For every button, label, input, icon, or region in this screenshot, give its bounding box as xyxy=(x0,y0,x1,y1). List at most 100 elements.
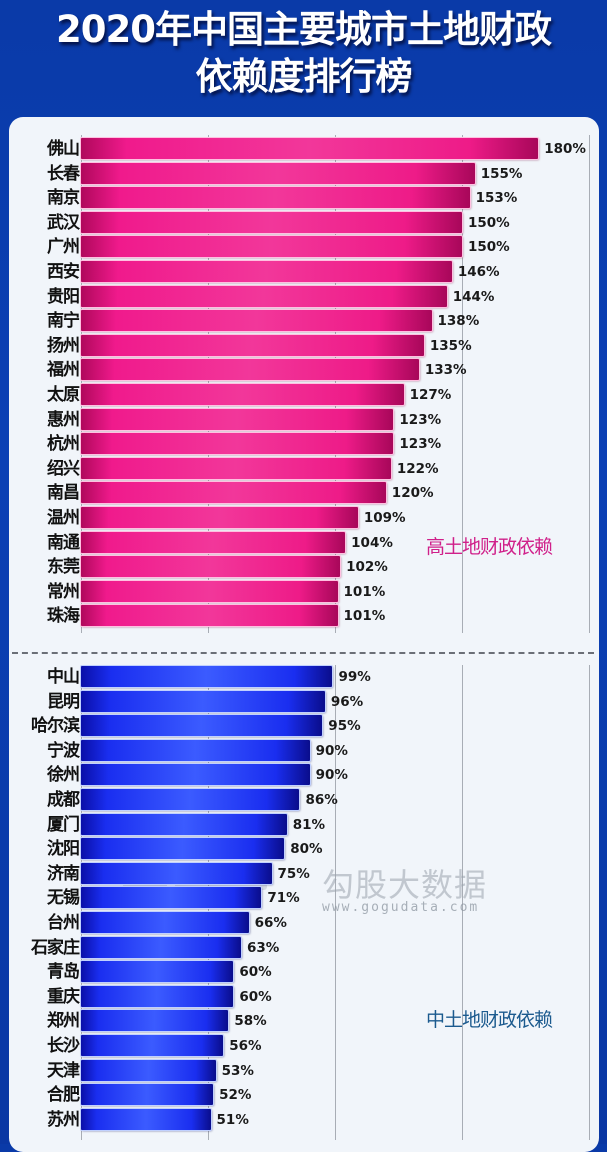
value-label: 80% xyxy=(290,841,323,858)
city-label: 宁波 xyxy=(47,740,80,761)
bar-row: 中山 99% xyxy=(0,665,607,689)
city-label: 南昌 xyxy=(47,483,80,504)
bar xyxy=(81,482,386,504)
bar xyxy=(81,236,462,258)
bar-row: 西安 146% xyxy=(0,260,607,284)
bar-row: 常州 101% xyxy=(0,580,607,604)
value-label: 123% xyxy=(399,411,442,428)
bar xyxy=(81,507,358,528)
bar xyxy=(81,739,310,761)
bar-row: 苏州 51% xyxy=(0,1108,607,1132)
section-divider xyxy=(12,652,594,654)
city-label: 太原 xyxy=(47,385,80,405)
value-label: 109% xyxy=(363,510,406,526)
city-label: 中山 xyxy=(47,667,80,687)
bar-row: 厦门 81% xyxy=(0,813,607,837)
bar-row: 广州 150% xyxy=(0,235,607,259)
bar-row: 绍兴 122% xyxy=(0,457,607,481)
value-label: 101% xyxy=(343,583,386,600)
gridline xyxy=(589,135,590,633)
city-label: 长沙 xyxy=(47,1036,80,1056)
watermark-url: www.gogudata.com xyxy=(322,900,480,915)
value-label: 135% xyxy=(429,337,472,354)
bar xyxy=(81,1108,211,1130)
bar xyxy=(81,862,272,884)
bar-row: 成都 86% xyxy=(0,788,607,812)
value-label: 81% xyxy=(292,816,326,833)
bar xyxy=(81,285,447,307)
value-label: 99% xyxy=(338,669,371,685)
bar-row: 无锡 71% xyxy=(0,886,607,910)
bar xyxy=(81,887,262,909)
bar-row: 青岛 60% xyxy=(0,960,607,984)
bar xyxy=(81,408,394,430)
value-label: 153% xyxy=(475,190,518,207)
value-label: 71% xyxy=(267,890,300,907)
bar-row: 东莞 102% xyxy=(0,555,607,579)
value-label: 180% xyxy=(544,141,586,157)
value-label: 127% xyxy=(409,387,452,403)
bar-row: 贵阳 144% xyxy=(0,285,607,309)
bar xyxy=(81,334,424,356)
bar xyxy=(81,359,419,381)
city-label: 青岛 xyxy=(47,962,80,983)
bar xyxy=(81,162,475,184)
city-label: 哈尔滨 xyxy=(31,716,80,737)
value-label: 52% xyxy=(219,1087,252,1104)
city-label: 贵阳 xyxy=(47,286,80,307)
bar xyxy=(81,261,452,282)
value-label: 102% xyxy=(346,559,388,576)
value-label: 75% xyxy=(277,865,310,882)
city-label: 绍兴 xyxy=(47,458,80,479)
bar xyxy=(81,1084,214,1106)
value-label: 120% xyxy=(391,485,434,502)
bar-row: 昆明 96% xyxy=(0,690,607,714)
city-label: 重庆 xyxy=(47,986,80,1007)
bar xyxy=(81,838,285,860)
bar-row: 南京 153% xyxy=(0,186,607,210)
bar xyxy=(81,187,470,209)
bar xyxy=(81,605,338,627)
value-label: 155% xyxy=(480,165,523,182)
bar xyxy=(81,531,346,553)
city-label: 南京 xyxy=(47,188,80,209)
bar xyxy=(81,556,341,578)
value-label: 133% xyxy=(424,362,467,379)
gridline xyxy=(462,135,463,633)
gridline xyxy=(462,665,463,1140)
value-label: 122% xyxy=(396,460,439,477)
value-label: 60% xyxy=(239,988,272,1005)
bar xyxy=(81,715,323,737)
city-label: 成都 xyxy=(47,790,80,810)
city-label: 常州 xyxy=(47,581,80,602)
bar-row: 南宁 138% xyxy=(0,309,607,333)
bar xyxy=(81,433,394,455)
bar-row: 佛山 180% xyxy=(0,137,607,161)
bar-row: 重庆 60% xyxy=(0,985,607,1009)
value-label: 146% xyxy=(457,264,500,280)
gridline xyxy=(589,665,590,1140)
city-label: 珠海 xyxy=(47,606,80,627)
bar-row: 太原 127% xyxy=(0,383,607,407)
city-label: 昆明 xyxy=(47,691,80,712)
value-label: 60% xyxy=(239,964,272,981)
bar xyxy=(81,813,287,835)
bar xyxy=(81,764,310,786)
value-label: 95% xyxy=(328,718,361,735)
city-label: 济南 xyxy=(47,863,80,884)
city-label: 西安 xyxy=(47,262,80,282)
page-title: 2020年中国主要城市土地财政 依赖度排行榜 xyxy=(0,6,607,100)
bar-row: 台州 66% xyxy=(0,911,607,935)
city-label: 杭州 xyxy=(47,434,80,455)
bar-row: 济南 75% xyxy=(0,862,607,886)
value-label: 90% xyxy=(315,767,348,784)
city-label: 无锡 xyxy=(47,888,80,909)
city-label: 台州 xyxy=(47,913,80,933)
city-label: 福州 xyxy=(47,360,80,381)
value-label: 58% xyxy=(234,1013,267,1030)
value-label: 86% xyxy=(305,792,338,808)
bar-row: 南通 104% xyxy=(0,531,607,555)
value-label: 150% xyxy=(468,214,510,231)
bar-row: 长沙 56% xyxy=(0,1034,607,1058)
city-label: 合肥 xyxy=(47,1085,80,1106)
